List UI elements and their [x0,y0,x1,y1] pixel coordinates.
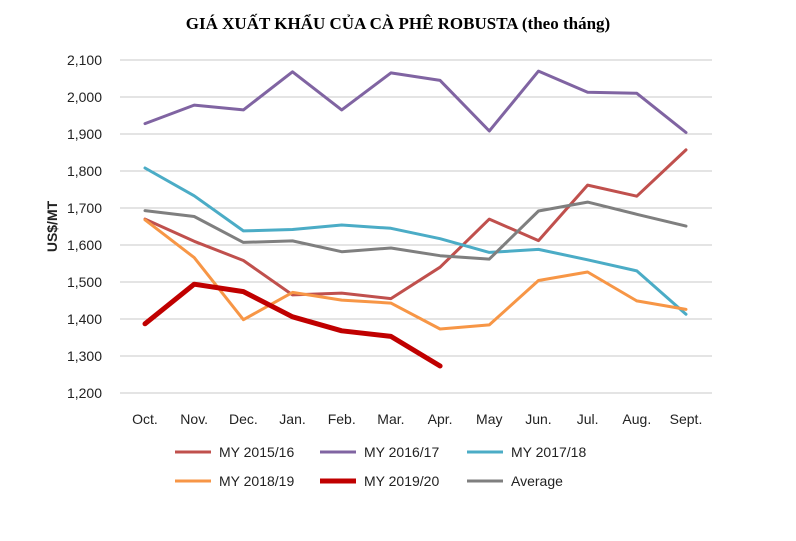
x-tick-label: Dec. [229,411,258,427]
y-tick-label: 1,800 [67,163,102,179]
x-tick-label: Apr. [428,411,453,427]
series-line [142,281,443,369]
legend-label: MY 2019/20 [364,473,439,489]
x-tick-label: Mar. [377,411,404,427]
legend-label: MY 2018/19 [219,473,294,489]
y-tick-label: 1,700 [67,200,102,216]
legend-label: MY 2016/17 [364,444,439,460]
x-tick-label: Nov. [180,411,208,427]
y-tick-label: 1,500 [67,274,102,290]
series-line [143,218,688,331]
x-tick-label: Sept. [670,411,703,427]
y-axis-title: US$/MT [44,200,60,252]
x-tick-label: Jul. [577,411,599,427]
x-tick-label: Aug. [622,411,651,427]
x-tick-label: Oct. [132,411,158,427]
legend-label: MY 2017/18 [511,444,586,460]
y-tick-label: 1,200 [67,385,102,401]
y-tick-label: 1,400 [67,311,102,327]
y-tick-label: 2,000 [67,89,102,105]
series-line [143,148,688,301]
x-tick-label: Feb. [328,411,356,427]
y-tick-label: 1,300 [67,348,102,364]
y-tick-label: 1,600 [67,237,102,253]
y-tick-label: 1,900 [67,126,102,142]
legend-label: MY 2015/16 [219,444,294,460]
legend-label: Average [511,473,563,489]
chart-title: GIÁ XUẤT KHẨU CỦA CÀ PHÊ ROBUSTA (theo t… [185,14,611,33]
x-tick-label: Jun. [525,411,551,427]
x-tick-label: Jan. [279,411,305,427]
y-tick-label: 2,100 [67,52,102,68]
series-line [143,69,688,134]
series-line [143,200,688,261]
series-line [143,166,688,316]
x-tick-label: May [476,411,502,427]
